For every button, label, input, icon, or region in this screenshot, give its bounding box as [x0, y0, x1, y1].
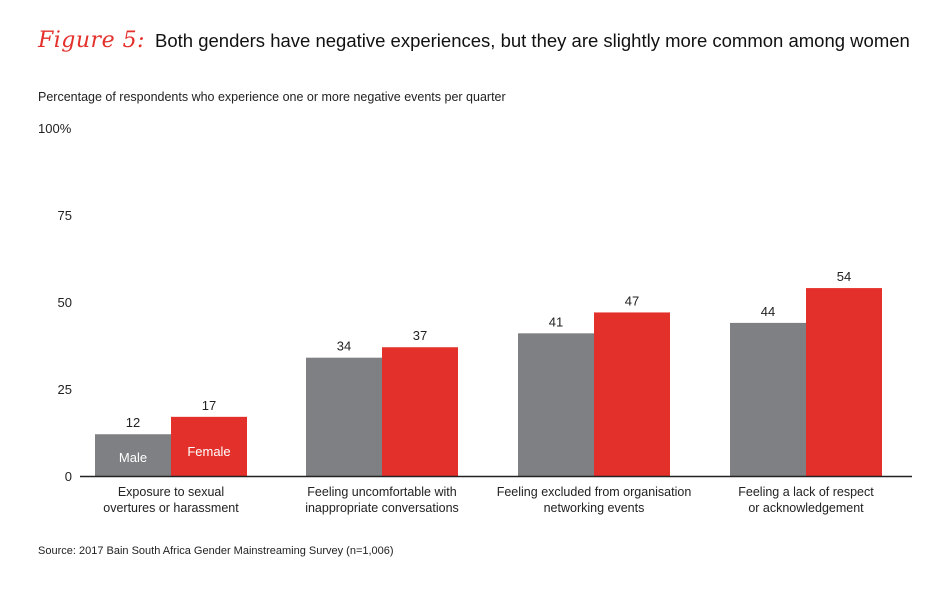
bar-female	[594, 312, 670, 476]
data-label: 37	[413, 328, 427, 343]
category-label: Feeling excluded from organisation	[497, 485, 692, 499]
data-label: 44	[761, 304, 775, 319]
bar-female	[382, 347, 458, 476]
data-label: 17	[202, 398, 216, 413]
category-label: Feeling a lack of respect	[738, 485, 874, 499]
legend-male: Male	[119, 450, 147, 465]
figure-number: Figure 5:	[38, 28, 145, 53]
data-label: 41	[549, 314, 563, 329]
data-label: 54	[837, 269, 851, 284]
data-label: 47	[625, 293, 639, 308]
chart-title: Both genders have negative experiences, …	[155, 30, 910, 51]
y-tick-label: 25	[58, 382, 72, 397]
chart-subtitle: Percentage of respondents who experience…	[38, 90, 506, 104]
bar-female	[806, 288, 882, 476]
legend-female: Female	[187, 444, 230, 459]
bar-male	[730, 322, 806, 476]
bar-female	[171, 416, 247, 476]
category-label: Exposure to sexual	[118, 485, 224, 499]
source-note: Source: 2017 Bain South Africa Gender Ma…	[38, 545, 394, 557]
y-tick-label: 0	[65, 469, 72, 484]
figure-title: Figure 5: Both genders have negative exp…	[38, 28, 943, 53]
bar-male	[306, 357, 382, 476]
category-label: Feeling uncomfortable with	[307, 485, 456, 499]
y-tick-label: 75	[58, 208, 72, 223]
bar-male	[95, 434, 171, 476]
y-tick-label: 50	[58, 295, 72, 310]
category-label: overtures or harassment	[103, 501, 239, 515]
data-label: 34	[337, 339, 351, 354]
category-label: inappropriate conversations	[305, 501, 459, 515]
y-tick-label: 100%	[38, 121, 72, 136]
bar-male	[518, 333, 594, 476]
data-label: 12	[126, 415, 140, 430]
category-label: networking events	[544, 501, 645, 515]
category-label: or acknowledgement	[748, 501, 864, 515]
